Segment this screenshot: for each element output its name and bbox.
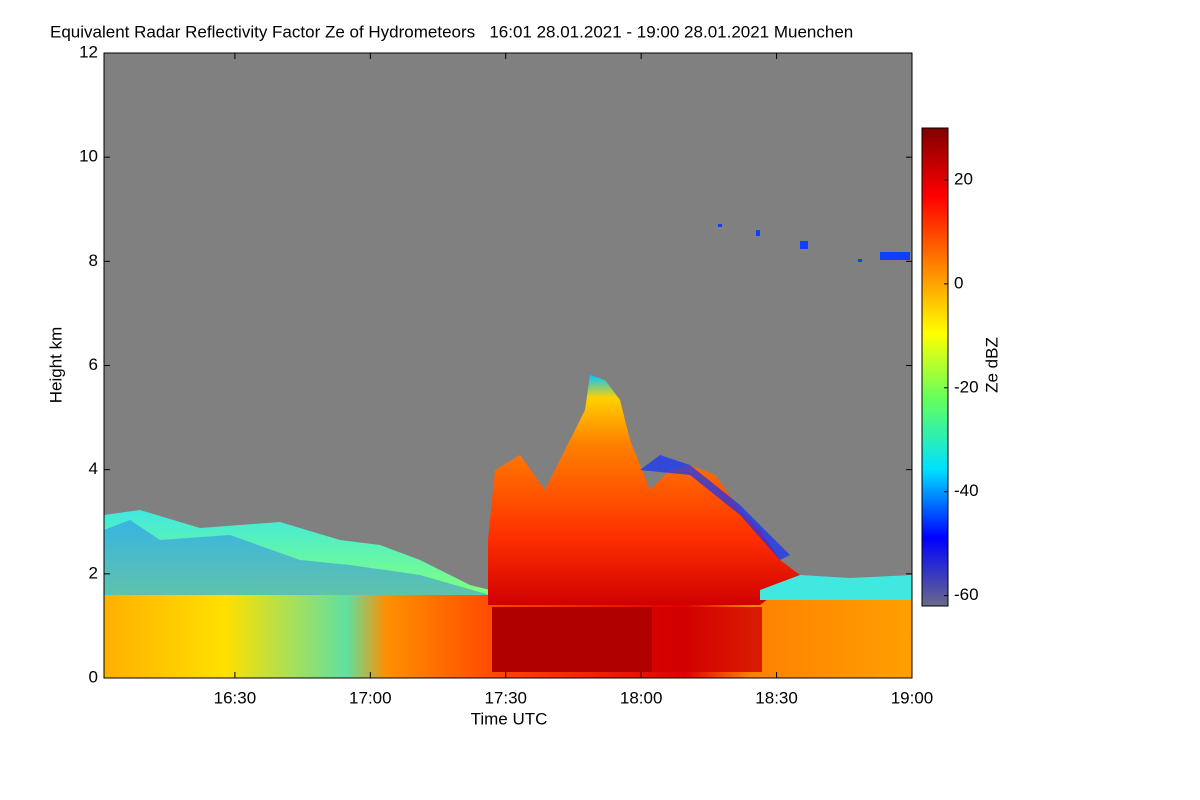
x-axis-label: Time UTC <box>471 709 548 728</box>
colorbar-tick-label: 0 <box>954 273 963 292</box>
y-tick-label: 4 <box>89 459 98 478</box>
melting-layer <box>652 607 762 672</box>
x-tick-label: 17:00 <box>349 688 392 707</box>
echo-edge <box>640 455 790 560</box>
x-tick-label: 19:00 <box>891 688 934 707</box>
upper-specks <box>718 224 910 262</box>
colorbar-tick-label: -40 <box>954 481 979 500</box>
x-tick-label: 17:30 <box>484 688 527 707</box>
y-tick-label: 0 <box>89 667 98 686</box>
x-tick-label: 16:30 <box>214 688 257 707</box>
right-layer-top <box>760 575 912 600</box>
y-tick-label: 12 <box>79 42 98 61</box>
melting-layer <box>492 607 652 672</box>
colorbar-tick-label: 20 <box>954 169 973 188</box>
x-tick-label: 18:00 <box>620 688 663 707</box>
y-tick-label: 2 <box>89 563 98 582</box>
radar-field <box>104 53 912 678</box>
colorbar <box>921 127 949 607</box>
y-tick-label: 10 <box>79 147 98 166</box>
y-axis-label: Height km <box>46 327 65 404</box>
y-tick-label: 8 <box>89 251 98 270</box>
convective-echo <box>488 375 800 605</box>
y-tick-label: 6 <box>89 355 98 374</box>
colorbar-tick-label: -60 <box>954 585 979 604</box>
colorbar-tick-label: -20 <box>954 377 979 396</box>
colorbar-label: Ze dBZ <box>982 337 1001 393</box>
x-tick-label: 18:30 <box>755 688 798 707</box>
chart-title: Equivalent Radar Reflectivity Factor Ze … <box>50 22 853 41</box>
